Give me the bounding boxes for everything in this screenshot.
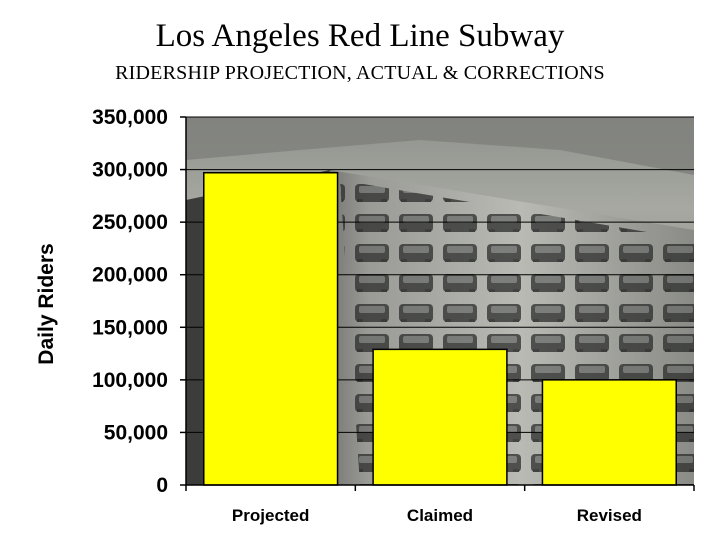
y-tick-label: 350,000 — [92, 106, 168, 129]
x-tick-label: Claimed — [407, 506, 473, 525]
bar-revised — [541, 379, 677, 486]
axes — [180, 116, 695, 491]
bar-projected — [203, 171, 339, 486]
bar-claimed — [372, 348, 508, 486]
y-tick-label: 300,000 — [92, 159, 168, 182]
y-tick-label: 200,000 — [92, 264, 168, 287]
y-tick-labels: 0 50,000 100,000 150,000 200,000 250,000 300,0… — [92, 106, 168, 497]
y-tick-label: 150,000 — [92, 316, 168, 339]
x-tick-label: Projected — [232, 506, 309, 525]
y-tick-label: 100,000 — [92, 369, 168, 392]
category-labels: Projected Claimed Revised — [232, 506, 642, 525]
y-axis-label: Daily Riders — [35, 243, 58, 364]
chart-subtitle: RIDERSHIP PROJECTION, ACTUAL & CORRECTIO… — [115, 62, 605, 84]
bars — [203, 171, 677, 486]
x-tick-label: Revised — [577, 506, 642, 525]
chart-title: Los Angeles Red Line Subway — [155, 18, 565, 54]
y-tick-label: 50,000 — [104, 421, 168, 444]
y-tick-label: 0 — [156, 474, 168, 497]
y-tick-label: 250,000 — [92, 211, 168, 234]
